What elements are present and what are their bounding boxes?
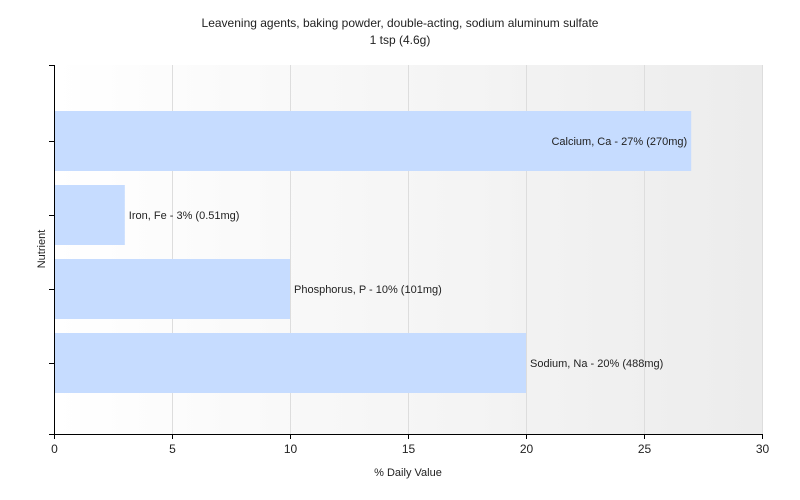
bar <box>54 111 692 171</box>
x-tick-label: 15 <box>402 442 416 456</box>
bar <box>54 185 125 245</box>
y-axis-label: Nutrient <box>36 230 48 269</box>
bar-label: Sodium, Na - 20% (488mg) <box>530 358 663 370</box>
bars: Calcium, Ca - 27% (270mg) Iron, Fe - 3% (… <box>54 111 692 393</box>
chart-title: Leavening agents, baking powder, double-… <box>202 16 599 30</box>
x-axis-label: % Daily Value <box>374 467 442 479</box>
x-tick-label: 20 <box>520 442 534 456</box>
bar <box>54 333 526 393</box>
x-tick-label: 5 <box>169 442 176 456</box>
axes: 0 5 10 15 20 25 30 <box>49 65 769 456</box>
x-tick-label: 25 <box>638 442 652 456</box>
x-tick-label: 0 <box>51 442 58 456</box>
bar-label: Phosphorus, P - 10% (101mg) <box>294 284 442 296</box>
x-tick-label: 10 <box>284 442 298 456</box>
bar-label: Calcium, Ca - 27% (270mg) <box>551 136 687 148</box>
bar <box>54 259 290 319</box>
chart-subtitle: 1 tsp (4.6g) <box>370 33 431 47</box>
bar-label: Iron, Fe - 3% (0.51mg) <box>129 210 240 222</box>
x-tick-label: 30 <box>756 442 770 456</box>
